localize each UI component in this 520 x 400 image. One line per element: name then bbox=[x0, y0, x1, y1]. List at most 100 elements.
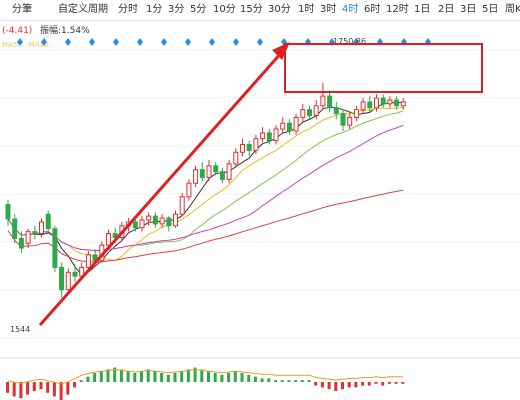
period-tab-1[interactable]: 自定义周期 bbox=[58, 4, 108, 15]
macd-bar bbox=[233, 371, 237, 382]
period-tab-2[interactable]: 分时 bbox=[118, 4, 138, 15]
macd-bar bbox=[39, 382, 43, 390]
change-value: (-4.41) bbox=[2, 26, 32, 36]
low-label: 1544 bbox=[10, 325, 30, 334]
period-tab-15[interactable]: 2日 bbox=[438, 4, 455, 15]
candle-body bbox=[65, 271, 71, 291]
candle-body bbox=[132, 221, 138, 229]
period-tab-9[interactable]: 1时 bbox=[298, 4, 315, 15]
period-tab-0[interactable]: 分筆 bbox=[12, 4, 32, 15]
macd-bar bbox=[253, 376, 257, 382]
macd-bar bbox=[374, 382, 378, 384]
macd-bar bbox=[267, 378, 271, 382]
period-tab-18[interactable]: 周K bbox=[505, 4, 520, 15]
period-tab-4[interactable]: 3分 bbox=[168, 4, 185, 15]
macd-bar bbox=[19, 382, 23, 399]
macd-bar bbox=[274, 380, 277, 382]
candle-body bbox=[367, 101, 373, 109]
candle-body bbox=[186, 182, 192, 198]
candle-body bbox=[152, 215, 158, 225]
macd-bar bbox=[240, 373, 244, 382]
candle-body bbox=[394, 99, 400, 107]
macd-bar bbox=[367, 382, 371, 386]
period-tab-16[interactable]: 3日 bbox=[460, 4, 477, 15]
period-tab-5[interactable]: 5分 bbox=[190, 4, 207, 15]
macd-bar bbox=[12, 382, 16, 397]
macd-bar bbox=[126, 371, 130, 382]
event-marker-icon bbox=[185, 38, 191, 46]
candle-body bbox=[166, 217, 172, 227]
period-tab-6[interactable]: 10分 bbox=[213, 4, 236, 15]
macd-bar bbox=[341, 382, 344, 390]
candle-body bbox=[266, 132, 272, 142]
candle-body bbox=[45, 213, 51, 230]
period-tab-12[interactable]: 6时 bbox=[364, 4, 381, 15]
macd-bar bbox=[200, 369, 204, 382]
amplitude-label: 振幅:1.54% bbox=[40, 24, 90, 36]
macd-bar bbox=[73, 382, 76, 388]
macd-bar bbox=[247, 374, 251, 382]
macd-bar bbox=[213, 373, 217, 382]
macd-bar bbox=[160, 373, 164, 382]
macd-bar bbox=[66, 382, 70, 395]
candlestick-chart[interactable]: (-4.41) 振幅:1.54% MA5:... MA10:... 1750.86 15… bbox=[0, 20, 520, 400]
candle-body bbox=[12, 218, 18, 239]
candle-body bbox=[32, 231, 38, 235]
period-tab-11[interactable]: 4时 bbox=[342, 4, 359, 15]
ma60-line bbox=[7, 189, 404, 263]
candle-body bbox=[327, 95, 333, 109]
candle-body bbox=[173, 213, 178, 227]
macd-bar bbox=[327, 382, 331, 390]
macd-bar bbox=[287, 380, 291, 382]
macd-bar bbox=[86, 376, 90, 382]
candle-body bbox=[293, 116, 299, 132]
period-tab-14[interactable]: 1日 bbox=[414, 4, 431, 15]
macd-bar bbox=[140, 371, 143, 382]
candle-body bbox=[213, 165, 219, 173]
trend-arrow bbox=[38, 51, 284, 326]
macd-bar bbox=[320, 382, 324, 388]
candle-body bbox=[286, 122, 292, 132]
period-tab-17[interactable]: 5日 bbox=[482, 4, 499, 15]
candle-body bbox=[260, 132, 266, 140]
macd-bar bbox=[193, 367, 197, 382]
macd-bar bbox=[32, 382, 36, 391]
candle-body bbox=[300, 109, 306, 118]
macd-bar bbox=[59, 382, 63, 400]
period-tab-13[interactable]: 12时 bbox=[386, 4, 409, 15]
event-marker-icon bbox=[113, 38, 119, 46]
ma10-line bbox=[7, 106, 404, 262]
period-toolbar: 分筆 自定义周期 分时 1分 3分 5分 10分 15分 30分 1时 3时 4时 6时 12时 1日 2日 3… bbox=[0, 0, 520, 21]
candle-body bbox=[360, 101, 366, 111]
macd-bar bbox=[361, 382, 365, 386]
candle-body bbox=[159, 217, 165, 225]
candle-body bbox=[380, 97, 386, 105]
macd-bar bbox=[207, 371, 210, 382]
macd-bar bbox=[314, 382, 318, 386]
period-tab-7[interactable]: 15分 bbox=[240, 4, 263, 15]
candle-body bbox=[400, 101, 406, 107]
period-tab-3[interactable]: 1分 bbox=[146, 4, 163, 15]
macd-bar bbox=[113, 367, 117, 382]
consolidation-box bbox=[284, 43, 483, 93]
period-tab-8[interactable]: 30分 bbox=[268, 4, 291, 15]
event-marker-icon bbox=[257, 38, 263, 46]
event-marker-icon bbox=[209, 38, 215, 46]
candle-body bbox=[233, 151, 239, 165]
macd-bar bbox=[146, 369, 150, 382]
macd-bar bbox=[381, 382, 385, 386]
candle-body bbox=[313, 105, 319, 116]
macd-bar bbox=[300, 380, 304, 382]
macd-bar bbox=[52, 382, 56, 397]
candle-body bbox=[226, 163, 232, 180]
candle-body bbox=[18, 237, 24, 249]
candle-body bbox=[273, 128, 279, 142]
macd-bar bbox=[354, 382, 358, 388]
macd-bar bbox=[119, 369, 123, 382]
candle-body bbox=[112, 233, 118, 238]
macd-bar bbox=[401, 382, 405, 384]
period-tab-10[interactable]: 3时 bbox=[320, 4, 337, 15]
macd-bar bbox=[26, 382, 30, 395]
macd-bar bbox=[186, 369, 190, 382]
macd-bar bbox=[307, 380, 311, 382]
